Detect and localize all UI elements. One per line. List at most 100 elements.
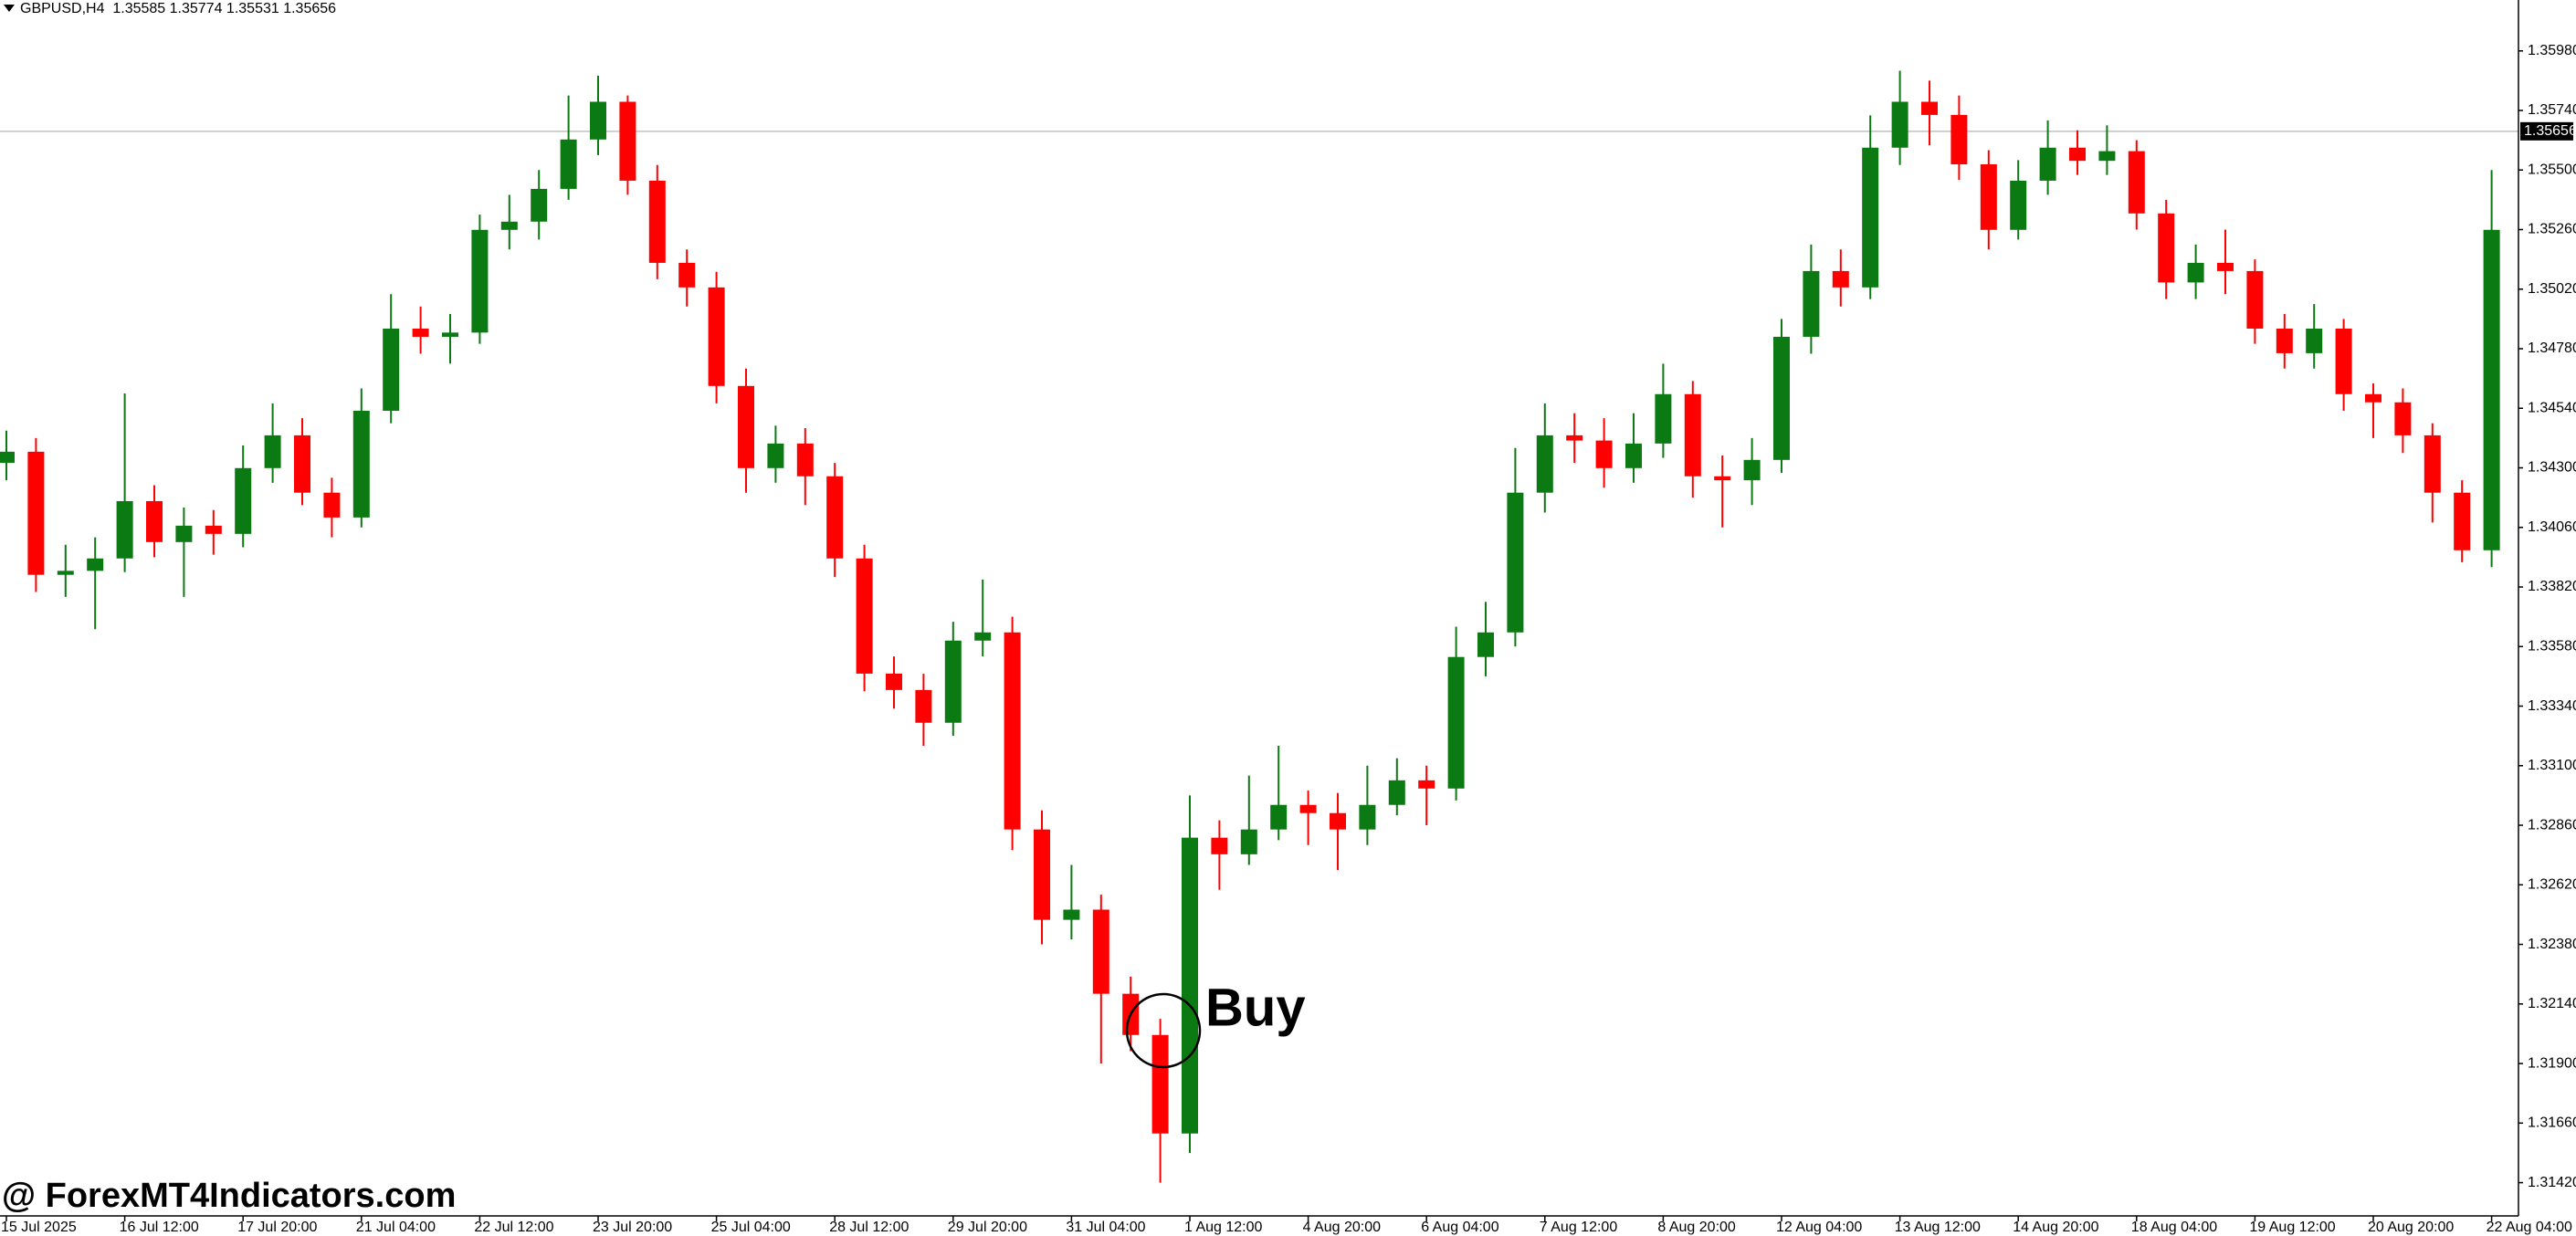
y-tick-label: 1.32860 [2528,817,2576,833]
y-tick-label: 1.35020 [2528,281,2576,297]
y-tick-label: 1.33580 [2528,638,2576,654]
candle-body [1330,812,1346,830]
y-tick-label: 1.32140 [2528,996,2576,1011]
candle-body [1773,336,1790,460]
x-tick-label: 18 Aug 04:00 [2131,1220,2217,1235]
y-tick-label: 1.34060 [2528,519,2576,535]
candle-body [412,328,429,337]
candle-body [886,673,902,690]
y-tick-label: 1.35740 [2528,102,2576,118]
y-tick-label: 1.34780 [2528,340,2576,356]
candle-body [560,139,577,189]
candle-body [1714,476,1731,481]
candle-body [500,221,518,230]
candle-body [1299,804,1317,813]
candle-body [738,385,754,468]
candle-body [915,689,932,723]
candle-body [2098,151,2116,162]
candle-body [1004,632,1021,830]
candle-body [2335,328,2352,394]
y-tick-label: 1.31660 [2528,1116,2576,1131]
candle-body [1388,780,1405,805]
candle-body [1921,101,1938,115]
candle-body [2010,180,2027,230]
candle-body [146,500,163,542]
candle-body [1211,837,1228,854]
candle-body [1182,837,1198,1134]
x-tick-label: 20 Aug 20:00 [2368,1220,2454,1235]
candle-body [352,410,370,518]
candle-body [87,558,104,571]
candle-body [1743,459,1761,481]
buy-annotation: Buy [1205,978,1306,1037]
y-tick-label: 1.35980 [2528,43,2576,58]
candle-body [1359,804,1376,830]
buy-circle [1125,992,1202,1069]
y-tick-label: 1.32380 [2528,937,2576,952]
candle-body [442,332,458,337]
candle-body [0,451,15,464]
x-tick-label: 7 Aug 12:00 [1540,1220,1618,1235]
candle-body [1950,114,1968,164]
candle-body [1063,909,1080,920]
x-tick-label: 17 Jul 20:00 [237,1220,317,1235]
candle-body [2424,435,2441,493]
x-tick-label: 4 Aug 20:00 [1303,1220,1382,1235]
y-tick-label: 1.32620 [2528,877,2576,893]
candle-body [1803,270,1820,337]
candle-body [1980,163,1997,230]
candle-body [1034,829,1050,920]
candle-body [323,492,341,518]
x-tick-label: 22 Aug 04:00 [2487,1220,2572,1235]
x-tick-label: 1 Aug 12:00 [1184,1220,1263,1235]
candle-body [944,640,962,723]
y-tick-label: 1.35260 [2528,222,2576,237]
candle-body [826,476,844,559]
candle-body [116,500,133,559]
candle-body [2217,262,2234,271]
y-tick-label: 1.31420 [2528,1175,2576,1190]
candle-body [2365,393,2381,403]
candle-body [1625,443,1642,468]
candle-body [2483,229,2500,550]
candle-body [471,229,489,333]
candle-body [264,435,281,468]
candle-body [383,328,400,411]
candle-body [1507,492,1524,633]
y-tick-label: 1.33820 [2528,579,2576,594]
x-tick-label: 22 Jul 12:00 [474,1220,553,1235]
candle-body [27,451,45,575]
x-tick-label: 12 Aug 04:00 [1776,1220,1862,1235]
x-tick-label: 19 Aug 12:00 [2249,1220,2335,1235]
candle-body [1151,1034,1169,1134]
candle-body [708,287,725,386]
plot-area [0,70,2518,1183]
candle-body [294,435,310,493]
current-price-label: 1.35656 [2524,123,2576,139]
candle-body [2454,492,2471,550]
y-tick-label: 1.31900 [2528,1055,2576,1071]
candle-body [1832,270,1849,288]
y-tick-label: 1.33100 [2528,758,2576,773]
candle-body [1418,780,1435,789]
candle-body [1684,393,1701,477]
y-tick-label: 1.33340 [2528,698,2576,714]
y-tick-label: 1.35500 [2528,162,2576,177]
candle-body [590,101,606,140]
candle-body [1595,440,1613,468]
candle-body [648,180,666,263]
candle-body [2306,328,2323,353]
candle-body [1240,829,1257,854]
candle-body [1891,101,1908,148]
candle-body [856,558,873,674]
candle-body [2158,213,2175,283]
candle-body [2039,147,2056,181]
header-arrow [4,5,15,12]
y-tick-label: 1.34540 [2528,400,2576,415]
candle-body [2394,402,2412,435]
candle-body [1862,147,1879,288]
candle-body [1536,435,1553,493]
candle-body [1655,393,1672,444]
current-price-box [2520,121,2573,141]
